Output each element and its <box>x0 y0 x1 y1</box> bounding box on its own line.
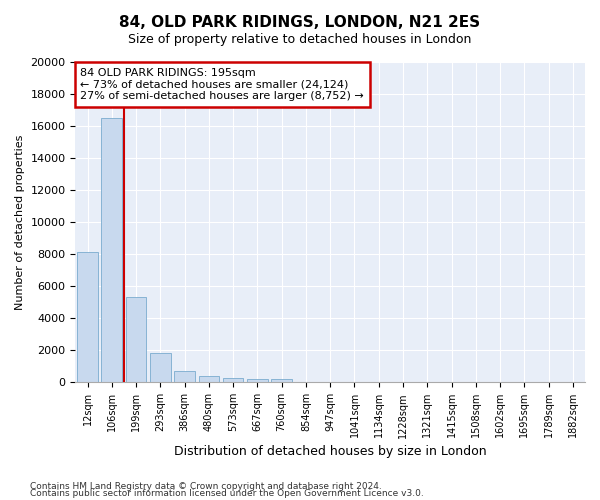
Bar <box>199 376 219 382</box>
Bar <box>150 352 170 382</box>
Bar <box>126 298 146 382</box>
Y-axis label: Number of detached properties: Number of detached properties <box>15 134 25 310</box>
Bar <box>271 379 292 382</box>
Text: Contains HM Land Registry data © Crown copyright and database right 2024.: Contains HM Land Registry data © Crown c… <box>30 482 382 491</box>
Text: 84 OLD PARK RIDINGS: 195sqm
← 73% of detached houses are smaller (24,124)
27% of: 84 OLD PARK RIDINGS: 195sqm ← 73% of det… <box>80 68 364 101</box>
Text: 84, OLD PARK RIDINGS, LONDON, N21 2ES: 84, OLD PARK RIDINGS, LONDON, N21 2ES <box>119 15 481 30</box>
Bar <box>223 378 244 382</box>
Text: Size of property relative to detached houses in London: Size of property relative to detached ho… <box>128 32 472 46</box>
Bar <box>101 118 122 382</box>
Bar <box>77 252 98 382</box>
Bar <box>247 379 268 382</box>
Text: Contains public sector information licensed under the Open Government Licence v3: Contains public sector information licen… <box>30 490 424 498</box>
Bar <box>174 371 195 382</box>
X-axis label: Distribution of detached houses by size in London: Distribution of detached houses by size … <box>174 444 487 458</box>
